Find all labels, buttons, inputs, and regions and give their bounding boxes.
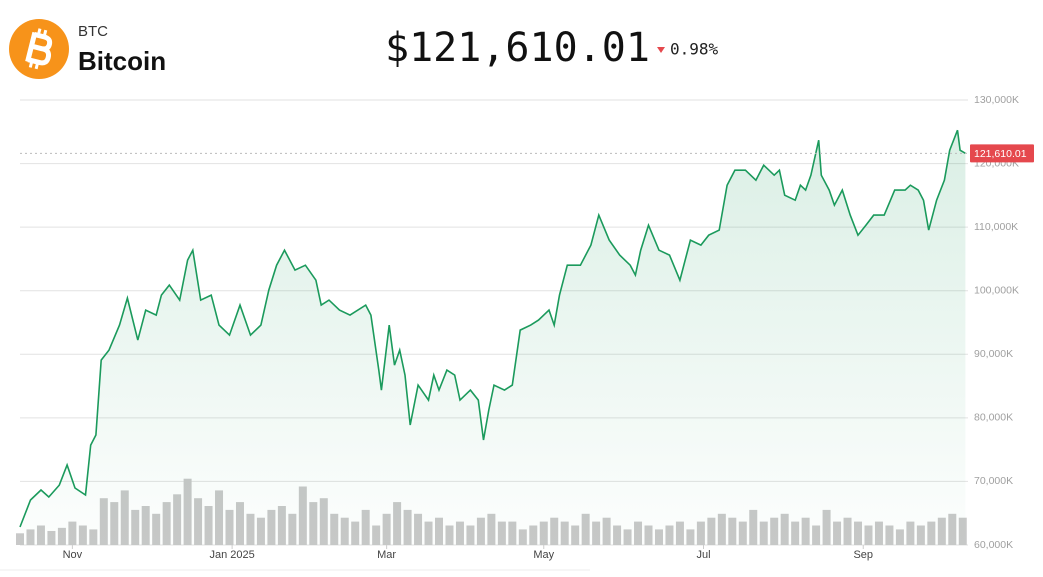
x-tick-label: Nov bbox=[63, 549, 83, 561]
price: $121,610.01 bbox=[385, 25, 650, 71]
price-line bbox=[19, 129, 966, 528]
last-price-label: 121,610.01 bbox=[974, 148, 1027, 160]
x-tick-label: Sep bbox=[853, 549, 873, 561]
y-tick-label: 100,000K bbox=[974, 284, 1019, 296]
y-tick-label: 60,000K bbox=[974, 539, 1013, 551]
symbol: BTC bbox=[78, 23, 108, 40]
x-tick-label: May bbox=[533, 549, 554, 561]
price-area bbox=[20, 130, 966, 545]
price-change: 0.98% bbox=[670, 40, 719, 59]
x-tick-label: Jan 2025 bbox=[209, 549, 254, 561]
last-price-badge bbox=[970, 144, 1034, 163]
x-tick-label: Jul bbox=[696, 549, 710, 561]
down-arrow bbox=[657, 47, 665, 53]
coin-name: Bitcoin bbox=[78, 46, 166, 76]
x-tick-label: Mar bbox=[377, 549, 396, 561]
y-tick-label: 80,000K bbox=[974, 412, 1013, 424]
y-tick-label: 70,000K bbox=[974, 475, 1013, 487]
y-tick-label: 110,000K bbox=[974, 221, 1018, 233]
coin-icon bbox=[9, 19, 69, 79]
y-tick-label: 90,000K bbox=[974, 348, 1013, 360]
y-tick-label: 130,000K bbox=[974, 94, 1019, 106]
